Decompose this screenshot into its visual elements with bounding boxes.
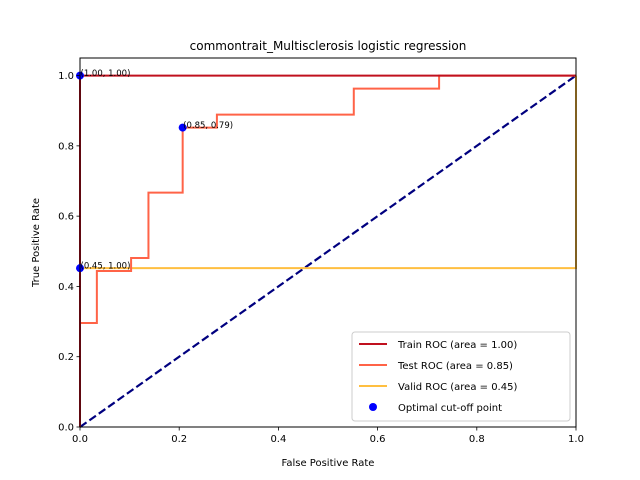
- x-axis-label: False Positive Rate: [282, 458, 375, 469]
- diagonal-reference-line: [79, 74, 577, 428]
- legend-label-1: Test ROC (area = 0.85): [397, 361, 513, 372]
- roc-line-1: [79, 74, 576, 427]
- legend-label-0: Train ROC (area = 1.00): [397, 340, 517, 351]
- y-tick-label-4: 0.8: [58, 141, 74, 152]
- legend-label-2: Valid ROC (area = 0.45): [398, 382, 517, 393]
- y-axis-label: True Positive Rate: [31, 198, 42, 288]
- optimal-point-label-1: (0.85, 0.79): [183, 121, 233, 131]
- optimal-point-1: [178, 123, 187, 132]
- optimal-point-label-2: (0.45, 1.00): [81, 262, 131, 272]
- y-tick-label-5: 1.0: [58, 71, 74, 82]
- x-tick-label-1: 0.2: [171, 434, 187, 445]
- optimal-point-label-0: (1.00, 1.00): [81, 69, 131, 79]
- y-tick-label-0: 0.0: [58, 423, 74, 434]
- x-tick-label-5: 1.0: [568, 434, 584, 445]
- plot-frame: [79, 57, 577, 428]
- x-tick-label-2: 0.4: [270, 434, 286, 445]
- legend-frame: [351, 331, 571, 422]
- x-tick-label-0: 0.0: [72, 434, 88, 445]
- legend-label-optimal: Optimal cut-off point: [398, 403, 502, 414]
- legend-swatch-optimal: [369, 403, 377, 411]
- y-tick-label-2: 0.4: [58, 282, 74, 293]
- x-tick-label-3: 0.6: [370, 434, 386, 445]
- axis-ticks: 0.0 0.2 0.4 0.6 0.8 1.0 0.0 0.2 0.4 0.6 0.8 1.0: [58, 71, 584, 445]
- y-tick-label-3: 0.6: [58, 212, 74, 223]
- y-tick-label-1: 0.2: [58, 352, 74, 363]
- x-tick-label-4: 0.8: [469, 434, 485, 445]
- chart-title: commontrait_Multisclerosis logistic regr…: [190, 39, 467, 53]
- legend: Train ROC (area = 1.00) Test ROC (area = …: [351, 331, 571, 422]
